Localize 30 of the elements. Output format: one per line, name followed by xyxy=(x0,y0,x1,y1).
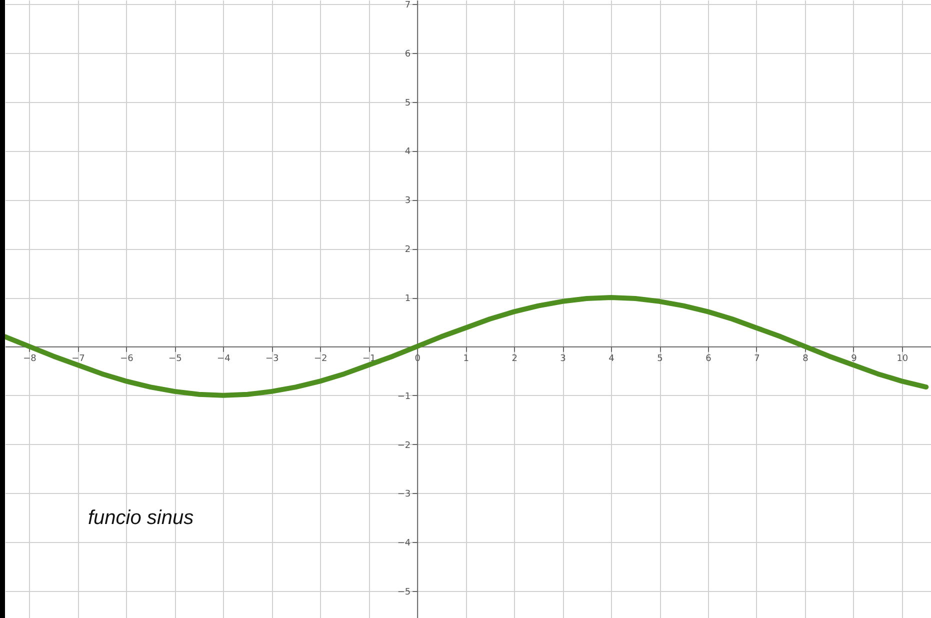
x-tick-label: −6 xyxy=(120,354,134,364)
y-tick-label: −2 xyxy=(397,440,411,451)
y-tick-label: 1 xyxy=(404,294,411,304)
x-tick-label: −4 xyxy=(217,354,231,364)
x-tick-label: 9 xyxy=(851,354,858,364)
y-tick-label: 7 xyxy=(404,0,411,10)
y-tick-label: 6 xyxy=(404,49,411,60)
x-tick-label: 10 xyxy=(896,354,908,364)
y-tick-label: 4 xyxy=(404,147,411,158)
annotation: funcio sinus xyxy=(88,507,194,529)
x-tick-label: −3 xyxy=(266,354,279,364)
y-tick-label: 5 xyxy=(404,98,411,108)
y-tick-label: −4 xyxy=(397,538,411,549)
y-tick-label: 2 xyxy=(404,245,411,256)
x-tick-label: −5 xyxy=(168,354,182,364)
x-tick-label: 1 xyxy=(463,354,469,364)
x-tick-label: 3 xyxy=(560,354,566,364)
y-tick-label: −3 xyxy=(397,490,411,500)
y-tick-label: −5 xyxy=(397,588,411,598)
x-tick-label: −7 xyxy=(72,354,85,364)
x-tick-label: 4 xyxy=(608,354,615,364)
x-tick-label: −8 xyxy=(23,354,37,364)
x-tick-label: −2 xyxy=(314,354,328,364)
x-tick-label: 8 xyxy=(802,354,809,364)
x-tick-label: 7 xyxy=(754,354,760,364)
y-tick-label: −1 xyxy=(397,392,411,402)
y-tick-label: 3 xyxy=(404,196,411,206)
x-tick-label: 2 xyxy=(512,354,518,364)
x-tick-label: 5 xyxy=(657,354,663,364)
x-tick-label: 6 xyxy=(706,354,712,364)
